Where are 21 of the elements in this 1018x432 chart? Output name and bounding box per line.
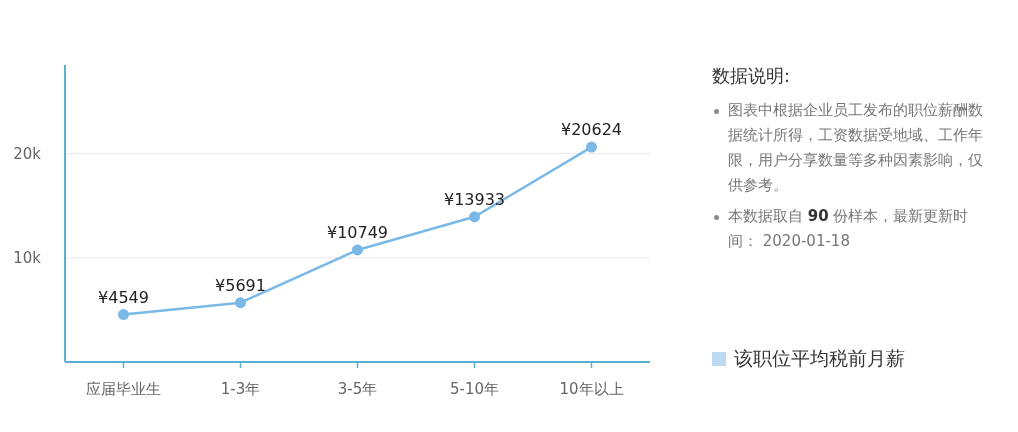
text: 图表中根据企业员工发布的职位薪酬数据统计所得，工资数据受地域、工作年限，用户分享数量等多种因素影响，仅供参考。 — [712, 98, 997, 198]
data-label: ¥10749 — [326, 222, 389, 242]
text: 本数据取自 90 份样本，最新更新时间： 2020-01-18 — [712, 204, 997, 254]
data-label: ¥4549 — [98, 287, 149, 307]
text: 数据说明: — [712, 64, 792, 88]
y-tick-label: 10k — [13, 248, 42, 267]
x-tick-label: 1-3年 — [220, 380, 261, 398]
x-tick-label: 5-10年 — [449, 380, 500, 398]
point — [118, 309, 129, 321]
point — [469, 211, 480, 223]
legend-label: 该职位平均税前月薪 — [734, 346, 905, 371]
point — [352, 244, 363, 256]
data-label: ¥20624 — [560, 120, 623, 140]
data-label: ¥13933 — [443, 189, 506, 209]
x-tick-label: 应届毕业生 — [86, 380, 161, 398]
point — [586, 141, 597, 153]
data-label: ¥5691 — [215, 275, 266, 295]
x-tick-label: 3-5年 — [337, 380, 378, 398]
point — [235, 297, 246, 309]
y-tick-label: 20k — [13, 144, 42, 163]
x-tick-label: 10年以上 — [559, 380, 624, 398]
